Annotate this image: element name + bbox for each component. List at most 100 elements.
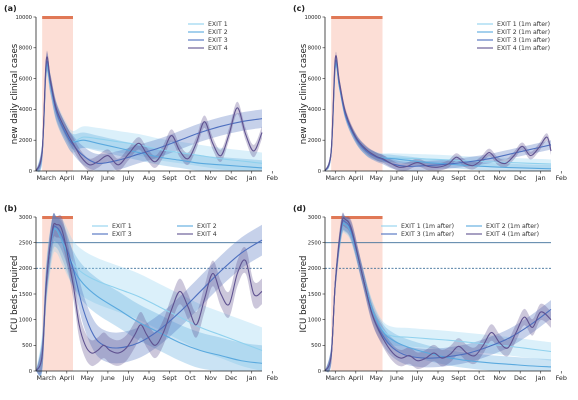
y-tick-label: 0 xyxy=(29,369,32,375)
x-tick-label: Jan xyxy=(535,374,546,382)
y-tick-label: 2500 xyxy=(19,240,32,246)
panel-d: 0 500 1000 1500 2000 2500 3000 March April May Jun… xyxy=(293,204,567,382)
x-tick-label: Feb xyxy=(556,174,567,182)
uncertainty-bands xyxy=(325,51,551,172)
x-tick-label: May xyxy=(370,174,383,182)
x-tick-label: Dec xyxy=(225,174,238,182)
panel-letter: (b) xyxy=(4,204,17,213)
x-tick-label: Feb xyxy=(267,374,278,382)
legend: EXIT 1 (1m after)EXIT 2 (1m after)EXIT 3… xyxy=(477,21,550,52)
y-tick-label: 6000 xyxy=(19,76,32,82)
legend-label: EXIT 1 (1m after) xyxy=(401,223,454,230)
series-lines xyxy=(35,56,263,172)
x-tick-label: Sept xyxy=(451,174,466,182)
x-tick-label: Sept xyxy=(451,374,466,382)
lockdown-shade xyxy=(42,17,73,171)
x-tick-label: Dec xyxy=(225,374,238,382)
y-tick-label: 4000 xyxy=(308,107,321,113)
x-tick-label: June xyxy=(389,374,404,382)
x-tick-label: Aug xyxy=(432,374,444,382)
x-tick-label: June xyxy=(100,174,115,182)
x-tick-label: Oct xyxy=(474,174,486,182)
series-band xyxy=(36,52,262,172)
lockdown-bar xyxy=(331,216,383,219)
legend-label: EXIT 4 xyxy=(197,231,217,238)
series-band xyxy=(36,56,262,172)
x-tick-label: July xyxy=(122,174,135,182)
x-tick-label: May xyxy=(81,374,94,382)
panel-b: 0 500 1000 1500 2000 2500 3000 March April May Jun… xyxy=(4,204,278,382)
x-tick-label: April xyxy=(60,174,75,182)
series-lines xyxy=(324,217,552,372)
lockdown-bar xyxy=(42,216,73,219)
x-tick-label: July xyxy=(411,174,424,182)
y-tick-label: 10000 xyxy=(15,15,32,21)
x-tick-label: March xyxy=(326,374,345,382)
x-tick-label: May xyxy=(370,374,383,382)
y-tick-label: 1500 xyxy=(19,292,32,298)
panel-c: 0 2000 4000 6000 8000 10000 March April May June J… xyxy=(293,4,567,182)
x-tick-label: July xyxy=(122,374,135,382)
x-tick-label: Oct xyxy=(474,374,486,382)
legend-label: EXIT 2 (1m after) xyxy=(486,223,539,230)
x-tick-label: March xyxy=(37,374,56,382)
y-tick-label: 4000 xyxy=(19,107,32,113)
series-line xyxy=(324,217,552,372)
legend-label: EXIT 4 (1m after) xyxy=(486,231,539,238)
y-tick-label: 2000 xyxy=(19,138,32,144)
y-tick-label: 1000 xyxy=(19,317,32,323)
x-tick-label: Nov xyxy=(493,174,506,182)
x-tick-label: Nov xyxy=(493,374,506,382)
legend-label: EXIT 3 xyxy=(208,37,228,44)
y-axis-label: new daily clinical cases xyxy=(10,43,20,144)
y-axis-label: ICU beds required xyxy=(299,256,309,333)
lockdown-shade xyxy=(331,17,383,171)
y-tick-label: 8000 xyxy=(19,46,32,52)
y-tick-label: 2000 xyxy=(19,266,32,272)
legend-label: EXIT 4 (1m after) xyxy=(497,45,550,52)
y-tick-label: 500 xyxy=(311,343,321,349)
series-line xyxy=(35,56,263,172)
series-band xyxy=(36,213,262,377)
series-band xyxy=(36,213,262,376)
series-band xyxy=(36,212,262,377)
x-tick-label: Oct xyxy=(185,174,197,182)
x-tick-label: Jan xyxy=(246,174,257,182)
y-tick-label: 3000 xyxy=(308,215,321,221)
series-lines xyxy=(35,222,263,372)
series-band xyxy=(325,212,551,372)
x-tick-label: Nov xyxy=(204,174,217,182)
x-tick-label: March xyxy=(37,174,56,182)
x-tick-label: Feb xyxy=(556,374,567,382)
y-tick-label: 2000 xyxy=(308,266,321,272)
legend-label: EXIT 3 (1m after) xyxy=(497,37,550,44)
y-axis-label: new daily clinical cases xyxy=(299,43,309,144)
x-tick-label: April xyxy=(349,374,364,382)
x-tick-label: Sept xyxy=(162,374,177,382)
panel-letter: (c) xyxy=(293,4,305,13)
y-tick-label: 6000 xyxy=(308,76,321,82)
panel-letter: (d) xyxy=(293,204,306,213)
uncertainty-bands xyxy=(36,50,262,173)
x-tick-label: Dec xyxy=(514,174,527,182)
y-tick-label: 3000 xyxy=(19,215,32,221)
x-tick-label: April xyxy=(349,174,364,182)
x-tick-label: July xyxy=(411,374,424,382)
legend-label: EXIT 1 (1m after) xyxy=(497,21,550,28)
x-tick-label: Dec xyxy=(514,374,527,382)
legend-label: EXIT 3 xyxy=(112,231,132,238)
panel-a: 0 2000 4000 6000 8000 10000 March April May June J… xyxy=(4,4,278,182)
y-tick-label: 2000 xyxy=(308,138,321,144)
x-tick-label: May xyxy=(81,174,94,182)
y-tick-label: 8000 xyxy=(308,46,321,52)
legend-label: EXIT 1 xyxy=(208,21,228,28)
series-band xyxy=(325,58,551,171)
y-tick-label: 0 xyxy=(29,169,32,175)
legend-label: EXIT 2 xyxy=(197,223,217,230)
x-tick-label: Jan xyxy=(535,174,546,182)
legend: EXIT 1 (1m after)EXIT 2 (1m after)EXIT 3… xyxy=(381,223,539,238)
x-tick-label: Sept xyxy=(162,174,177,182)
legend-label: EXIT 2 xyxy=(208,29,228,36)
legend-label: EXIT 2 (1m after) xyxy=(497,29,550,36)
